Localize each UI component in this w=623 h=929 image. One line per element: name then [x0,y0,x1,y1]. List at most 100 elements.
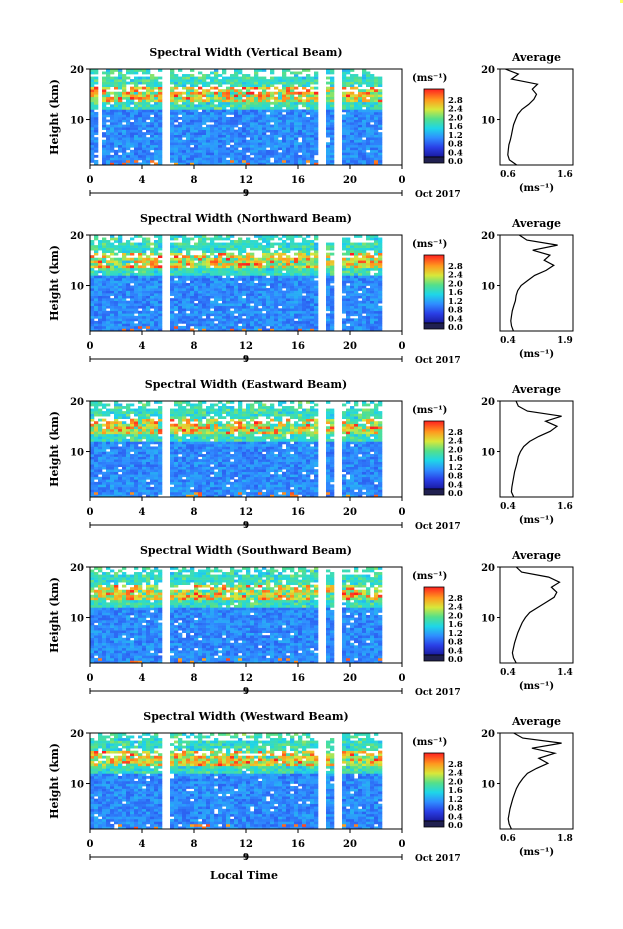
heatmap-cell [362,117,367,120]
heatmap-cell [330,99,335,103]
heatmap-cell [286,290,291,294]
heatmap-cell [226,134,231,138]
heatmap-cell [126,139,131,143]
heatmap-cell [226,142,231,146]
heatmap-cell [286,265,291,269]
heatmap-cell [294,305,299,309]
heatmap-cell [90,426,95,430]
heatmap-cell [354,275,359,279]
heatmap-cell [142,162,147,166]
heatmap-cell [194,310,199,314]
heatmap-cell [126,481,131,485]
heatmap-cell [362,74,367,77]
heatmap-cell [158,152,163,156]
heatmap-cell [170,139,175,143]
heatmap-cell [326,290,331,294]
heatmap-cell [258,119,263,123]
heatmap-cell [234,245,239,248]
heatmap-cell [290,303,295,307]
heatmap-cell [358,270,363,274]
heatmap-cell [154,325,159,329]
heatmap-cell [290,265,295,269]
heatmap-cell [242,298,247,301]
heatmap-cell [158,285,163,289]
heatmap-cell [282,305,287,309]
heatmap-cell [314,267,319,271]
heatmap-cell [206,290,211,294]
heatmap-cell [114,79,119,82]
heatmap-cell [246,308,251,312]
heatmap-cell [366,262,371,266]
heatmap-cell [374,280,379,284]
heatmap-cell [294,320,299,324]
heatmap-cell [142,283,147,286]
heatmap-cell [102,293,107,296]
heatmap-cell [250,298,255,301]
heatmap-cell [98,288,103,291]
heatmap-cell [366,114,371,118]
heatmap-cell [282,295,287,299]
heatmap-cell [174,111,179,115]
heatmap-cell [126,408,131,412]
heatmap-cell [354,147,359,151]
heatmap-cell [358,96,363,100]
heatmap-cell [126,247,131,251]
heatmap-cell [114,262,119,266]
heatmap-cell [110,441,115,445]
heatmap-cell [174,235,179,238]
heatmap-cell [174,84,179,87]
heatmap-cell [342,328,347,332]
heatmap-cell [182,300,187,304]
heatmap-cell [230,245,235,248]
heatmap-cell [270,144,275,148]
heatmap-cell [154,305,159,309]
heatmap-cell [250,84,255,87]
heatmap-cell [242,328,247,332]
heatmap-cell [246,79,251,82]
heatmap-cell [330,144,335,148]
heatmap-cell [218,242,223,246]
heatmap-cell [122,280,127,284]
heatmap-cell [258,315,263,319]
heatmap-cell [122,272,127,276]
heatmap-cell [206,149,211,153]
heatmap-cell [314,101,319,105]
heatmap-cell [278,303,283,307]
heatmap-cell [174,318,179,322]
heatmap-cell [210,137,215,141]
heatmap-cell [122,114,127,118]
heatmap-cell [90,288,95,291]
heatmap-cell [138,86,143,90]
heatmap-cell [158,137,163,141]
heatmap-cell [226,132,231,135]
heatmap-cell [170,262,175,266]
heatmap-cell [182,114,187,118]
heatmap-cell [330,313,335,317]
heatmap-cell [226,285,231,289]
heatmap-cell [210,94,215,98]
heatmap-cell [310,139,315,143]
heatmap-cell [294,114,299,118]
heatmap-cell [302,137,307,141]
heatmap-cell [138,293,143,296]
heatmap-cell [218,124,223,128]
heatmap-cell [182,280,187,284]
heatmap-cell [222,290,227,294]
heatmap-cell [286,305,291,309]
heatmap-cell [114,117,119,120]
heatmap-cell [298,117,303,120]
heatmap-cell [186,323,191,327]
heatmap-cell [214,81,219,85]
heatmap-cell [314,132,319,135]
heatmap-cell [378,283,383,286]
heatmap-cell [242,132,247,135]
heatmap-cell [262,109,267,113]
heatmap-cell [126,277,131,281]
heatmap-cell [122,124,127,128]
heatmap-cell [130,79,135,82]
heatmap-cell [182,142,187,146]
heatmap-cell [126,323,131,327]
heatmap-cell [278,124,283,128]
heatmap-cell [90,132,95,135]
heatmap-cell [130,106,135,110]
